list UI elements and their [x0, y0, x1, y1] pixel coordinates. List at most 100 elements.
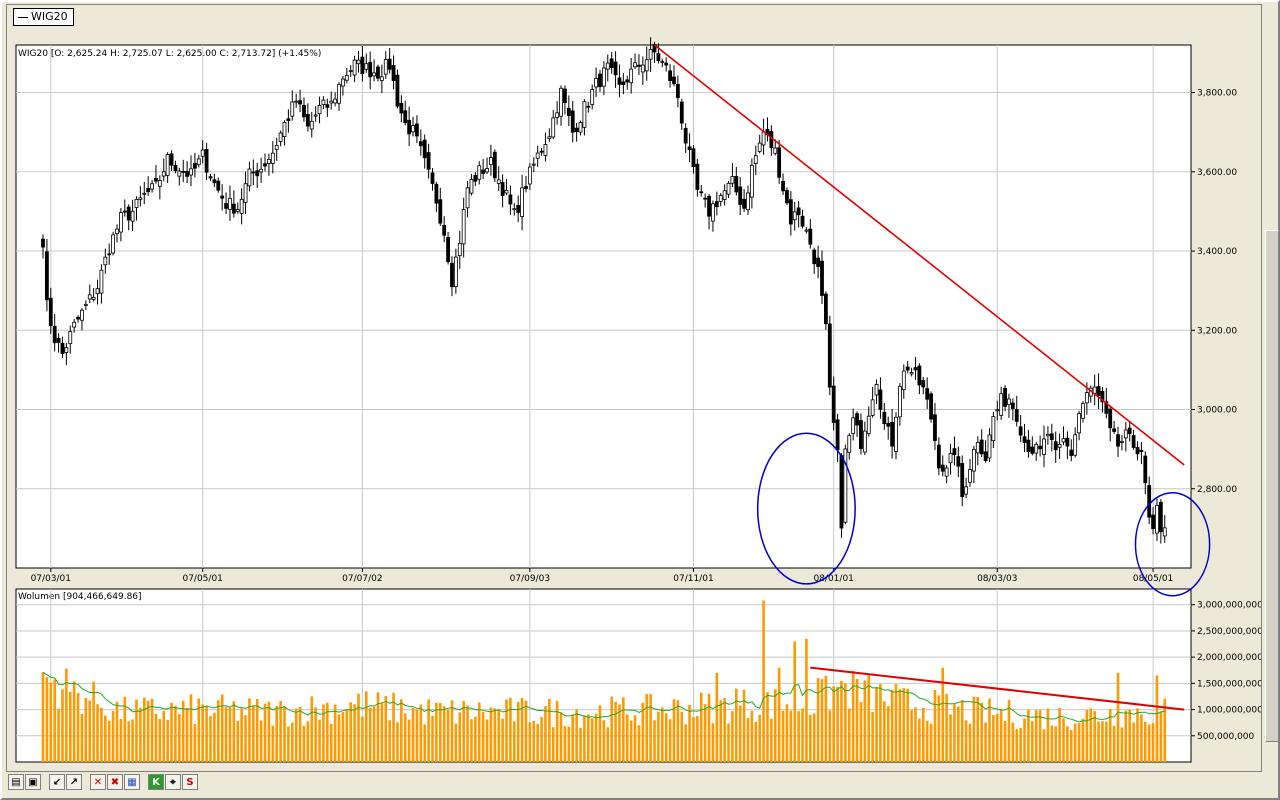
candle-body [1061, 438, 1066, 443]
candle-body [574, 127, 579, 133]
candle-body [753, 155, 758, 164]
scrollbar-thumb[interactable] [1265, 230, 1279, 742]
candle-body [196, 158, 201, 166]
candle-body [668, 70, 672, 82]
candle-body [964, 486, 969, 495]
candle-body [835, 419, 840, 451]
volume-bar [1159, 711, 1163, 762]
candle-body [107, 253, 112, 256]
delete-all-icon[interactable]: ✖ [107, 774, 123, 790]
volume-bar [1097, 721, 1100, 762]
candle-body [216, 180, 221, 191]
draw-line-icon[interactable]: ↙ [49, 774, 65, 790]
volume-bar [886, 706, 890, 762]
candle-body [1112, 428, 1117, 432]
volume-bar [333, 704, 337, 762]
volume-bar [1143, 721, 1147, 762]
volume-bar [1081, 718, 1085, 762]
volume-bar [1046, 708, 1050, 762]
candle-body [473, 174, 478, 182]
volume-bar [1007, 699, 1011, 762]
candle-body [430, 172, 435, 184]
vertical-scrollbar[interactable] [1264, 4, 1279, 766]
chart-tab-label: WIG20 [31, 10, 68, 23]
candle-body [1010, 402, 1015, 409]
volume-bar [322, 704, 325, 762]
candles-group [41, 37, 1167, 544]
volume-bar [275, 705, 278, 762]
volume-bar [1023, 718, 1026, 762]
candle-body [496, 179, 501, 184]
s-icon[interactable]: S [182, 774, 198, 790]
volume-bar [431, 715, 434, 762]
candle-body [119, 212, 123, 233]
candle-body [586, 105, 591, 108]
volume-bar [318, 719, 321, 762]
volume-bar [661, 707, 664, 762]
chart-canvas[interactable]: WIG20 [O: 2,625.24 H: 2,725.07 L: 2,625.… [7, 5, 1261, 771]
volume-bar [127, 721, 130, 762]
candle-body [1131, 435, 1136, 448]
candle-body [781, 181, 785, 192]
volume-bar [162, 710, 166, 762]
volume-bar [618, 704, 621, 762]
volume-bar [65, 668, 68, 762]
volume-bar [1038, 710, 1042, 762]
volume-bar [213, 712, 216, 762]
volume-bar [664, 713, 668, 762]
candle-body [422, 139, 427, 159]
chart-area[interactable]: WIG20 WIG20 [O: 2,625.24 H: 2,725.07 L: … [6, 4, 1262, 772]
volume-bar [341, 712, 345, 762]
volume-bar [501, 718, 504, 762]
candle-body [535, 152, 540, 159]
candle-body [418, 141, 423, 147]
candle-body [1053, 441, 1058, 451]
candle-body [1003, 387, 1007, 407]
volume-bar [201, 704, 204, 762]
candle-body [563, 88, 567, 103]
volume-bar [859, 702, 863, 762]
candle-body [1096, 386, 1101, 396]
candle-body [200, 149, 205, 157]
k-icon[interactable]: K [148, 774, 164, 790]
volume-tick-label: 2,000,000,000 [1197, 653, 1261, 663]
chart-tab[interactable]: WIG20 [13, 8, 74, 26]
candle-body [56, 337, 61, 343]
volume-bar [933, 689, 937, 762]
candle-body [220, 195, 225, 199]
candle-body [1081, 403, 1085, 419]
volume-bar [816, 678, 820, 762]
volume-bar [115, 701, 119, 762]
candle-body [504, 189, 509, 194]
volume-bar [629, 720, 633, 762]
volume-bar [894, 684, 898, 762]
x-tick-label: 07/03/01 [31, 574, 71, 584]
candle-body [831, 385, 836, 423]
candle-body [886, 423, 891, 427]
volume-bar [462, 700, 465, 762]
volume-bar [1066, 726, 1069, 762]
draw-arrow-icon[interactable]: ↗ [66, 774, 82, 790]
open-icon[interactable]: ▤ [8, 774, 24, 790]
volume-tick-label: 2,500,000,000 [1197, 627, 1261, 637]
save-icon[interactable]: ▣ [25, 774, 41, 790]
volume-bar [392, 692, 395, 762]
chart-toolbar: ▤ ▣ ↙ ↗ ✕ ✖ ▦ K ⌖ S [8, 772, 198, 794]
candle-body [1135, 447, 1140, 455]
volume-bar [762, 600, 765, 762]
print-icon[interactable]: ▦ [124, 774, 140, 790]
volume-bar [100, 707, 103, 762]
crosshair-icon[interactable]: ⌖ [165, 774, 181, 790]
candle-body [527, 166, 532, 185]
candle-body [898, 386, 902, 418]
volume-bar [415, 709, 419, 762]
volume-bar [999, 709, 1003, 762]
candle-body [555, 112, 560, 118]
volume-bar [96, 704, 99, 762]
volume-bar [1163, 698, 1167, 762]
candle-body [917, 365, 922, 386]
delete-icon[interactable]: ✕ [90, 774, 106, 790]
candle-body [1155, 504, 1159, 534]
volume-bar [711, 723, 715, 762]
volume-bar [446, 709, 450, 762]
